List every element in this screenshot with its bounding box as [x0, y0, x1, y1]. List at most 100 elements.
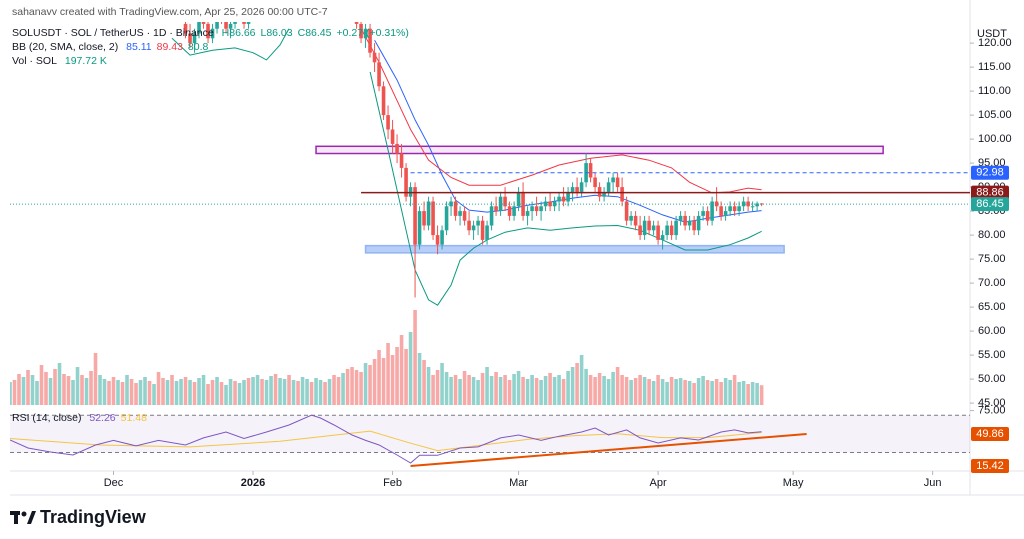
vol-label: Vol · SOL — [12, 55, 57, 67]
candle-body — [629, 215, 633, 221]
volume-bar — [251, 377, 255, 405]
volume-bar — [611, 372, 615, 405]
candle-body — [701, 211, 705, 216]
volume-bar — [606, 379, 611, 405]
candle-body — [525, 211, 530, 216]
candle-body — [723, 211, 728, 216]
candle-body — [372, 52, 377, 63]
rsi-tick-label: 75.00 — [978, 404, 1006, 416]
candle-body — [611, 177, 615, 183]
volume-bar — [471, 377, 476, 405]
candle-body — [395, 143, 399, 154]
volume-bar — [269, 376, 273, 405]
candle-body — [467, 220, 471, 231]
volume-bar — [291, 380, 296, 405]
candle-body — [674, 220, 678, 236]
volume-bar — [530, 375, 534, 405]
volume-bar — [84, 378, 89, 405]
candle-body — [759, 203, 764, 205]
volume-bar — [75, 367, 80, 405]
volume-bar — [642, 377, 647, 405]
candle-body — [354, 22, 359, 24]
volume-bar — [116, 380, 120, 405]
rsi-trendline — [410, 432, 807, 468]
volume-bar — [98, 375, 102, 405]
volume-bar — [705, 380, 710, 405]
candle-body — [647, 220, 651, 231]
volume-bar — [647, 379, 651, 405]
volume-bar — [440, 363, 444, 405]
candle-body — [210, 28, 215, 39]
volume-bar — [93, 353, 98, 405]
y-tick-label: 45.00 — [978, 397, 1006, 409]
candle-body — [705, 211, 710, 221]
y-tick-label: 50.00 — [978, 373, 1006, 385]
candle-body — [494, 206, 498, 212]
rsi-ma-value: 51.48 — [120, 412, 147, 424]
rsi-line: RSI (14, close) 52.26 51.48 — [12, 412, 157, 424]
x-tick-label: Apr — [650, 477, 667, 489]
volume-bar — [485, 367, 489, 405]
volume-bar — [179, 379, 183, 405]
volume-bar — [134, 383, 138, 405]
candle-body — [516, 191, 521, 207]
volume-bar — [111, 377, 116, 405]
volume-bar — [687, 381, 692, 405]
volume-bar — [494, 372, 498, 405]
volume-bar — [53, 369, 57, 405]
candle-body — [224, 22, 228, 29]
y-tick-label: 75.00 — [978, 253, 1006, 265]
candle-body — [444, 206, 449, 231]
level-label: 92.98 — [976, 167, 1004, 179]
candle-body — [557, 196, 561, 202]
volume-bar — [39, 365, 44, 405]
last-price-label-bg — [971, 197, 1009, 212]
candle-body — [530, 206, 534, 212]
y-tick-label: 70.00 — [978, 277, 1006, 289]
candle-body — [737, 206, 741, 212]
candle-body — [696, 215, 701, 231]
volume-bar — [678, 378, 683, 405]
volume-bar — [602, 376, 606, 405]
volume-bar — [345, 369, 350, 405]
candle-body — [606, 182, 611, 192]
volume-bar — [273, 374, 278, 405]
candle-body — [188, 33, 192, 44]
volume-bar — [741, 381, 746, 405]
candle-body — [377, 62, 381, 87]
volume-bar — [147, 381, 152, 405]
volume-bar — [278, 378, 282, 405]
volume-bar — [696, 378, 701, 405]
candle-body — [498, 196, 503, 212]
volume-bar — [570, 367, 575, 405]
volume-bar — [210, 380, 215, 405]
candle-body — [435, 235, 440, 245]
candle-body — [503, 196, 507, 207]
candle-body — [692, 220, 696, 231]
volume-bar — [233, 381, 237, 405]
volume-bar — [395, 347, 399, 405]
volume-bar — [728, 380, 732, 405]
volume-bar — [282, 379, 287, 405]
volume-bar — [386, 343, 390, 405]
volume-bar — [80, 375, 84, 405]
candle-body — [624, 201, 629, 221]
volume-bar — [161, 378, 165, 405]
volume-bar — [341, 373, 345, 405]
bb-label: BB (20, SMA, close, 2) — [12, 41, 119, 53]
volume-bar — [120, 382, 125, 405]
volume-bar — [755, 383, 759, 405]
candle-body — [660, 235, 665, 240]
volume-bar — [620, 375, 624, 405]
volume-bar — [426, 367, 431, 405]
volume-bar — [156, 372, 161, 405]
rsi-line — [10, 414, 762, 464]
candle-body — [719, 206, 723, 216]
x-tick-label: Jun — [924, 477, 942, 489]
bb-values: 85.11 89.43 80.8 — [126, 41, 213, 53]
volume-bar — [669, 377, 674, 405]
candle-body — [534, 206, 539, 212]
candle-body — [228, 23, 233, 29]
volume-bar — [633, 378, 638, 405]
